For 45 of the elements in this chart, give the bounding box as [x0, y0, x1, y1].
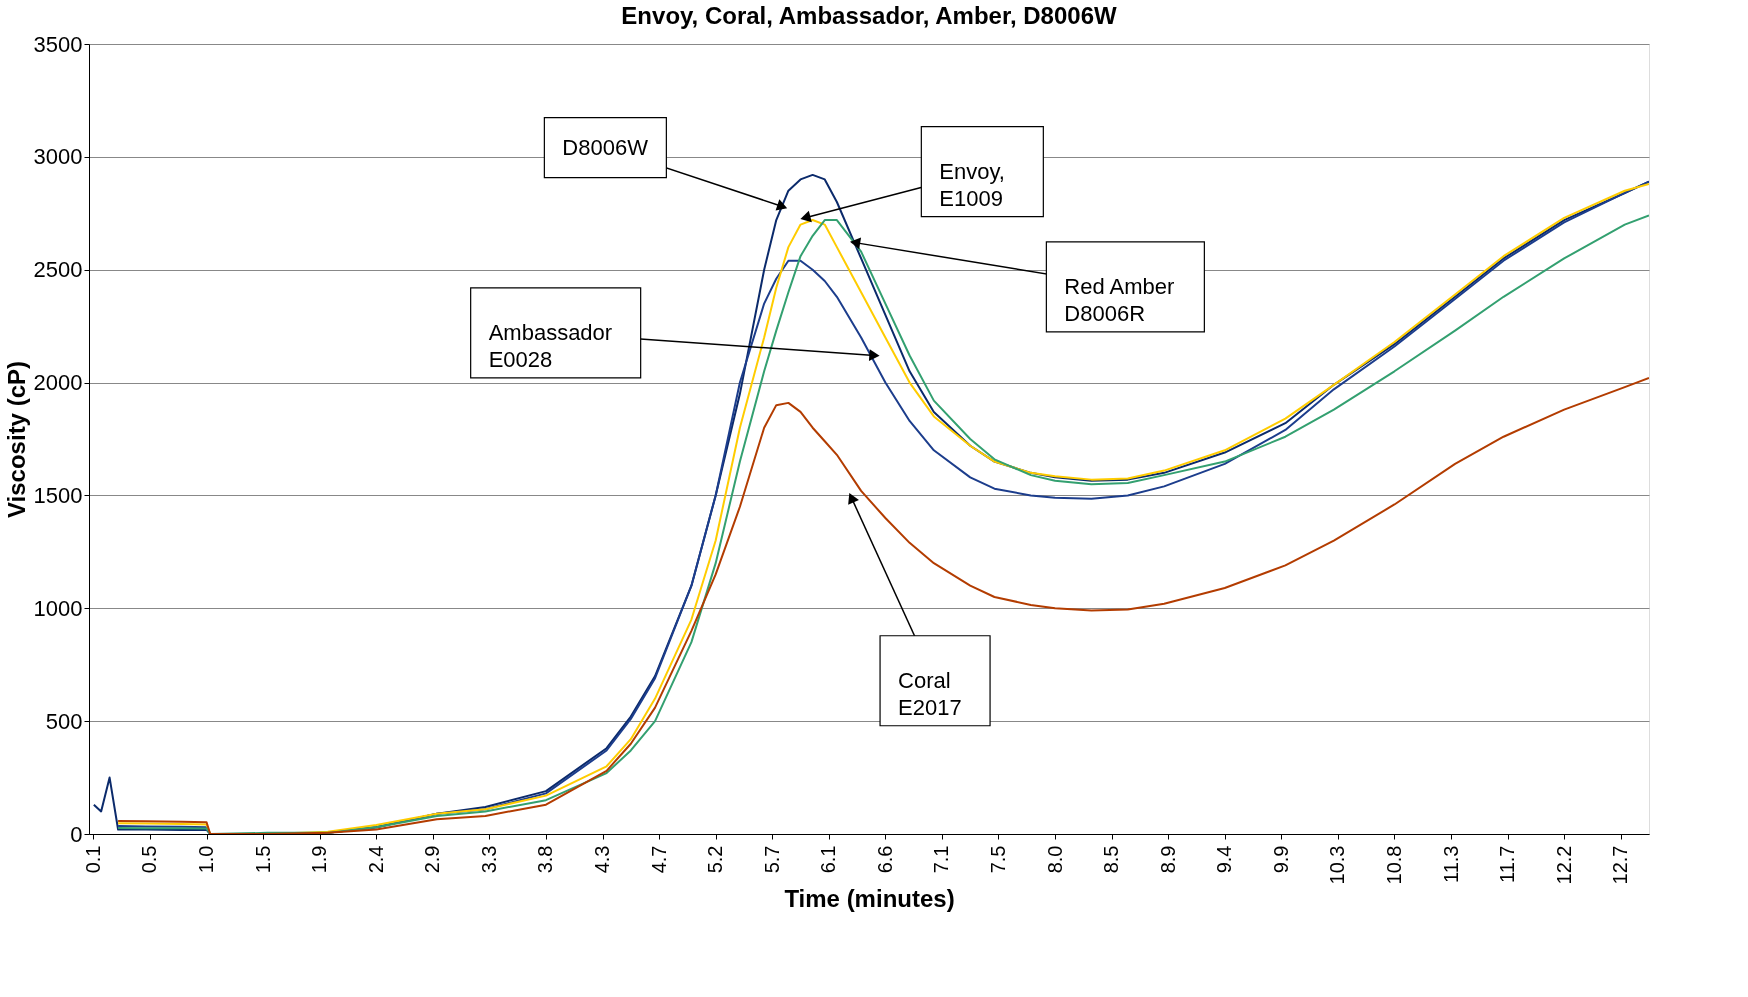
annotation: Coral E2017 — [898, 667, 962, 720]
y-axis-title: Viscosity (cP) — [2, 361, 30, 518]
x-tick-label: 11.7 — [1496, 845, 1519, 883]
y-tick-label: 1000 — [33, 595, 83, 621]
x-tick-label: 10.3 — [1326, 845, 1349, 885]
chart-title: Envoy, Coral, Ambassador, Amber, D8006W — [621, 2, 1117, 29]
x-tick-label: 8.0 — [1043, 845, 1066, 874]
x-tick-label: 0.1 — [81, 845, 104, 874]
annotation: D8006W — [562, 134, 649, 160]
x-tick-label: 1.9 — [308, 845, 331, 874]
x-tick-label: 6.6 — [873, 845, 896, 874]
annotation: Ambassador E0028 — [488, 319, 613, 372]
x-tick-label: 12.2 — [1552, 845, 1575, 885]
x-tick-label: 6.1 — [817, 845, 840, 874]
x-tick-label: 1.5 — [251, 845, 274, 874]
x-tick-label: 5.7 — [760, 845, 783, 874]
x-tick-label: 8.9 — [1156, 845, 1179, 874]
x-tick-label: 2.4 — [364, 845, 387, 874]
x-tick-label: 11.3 — [1439, 845, 1462, 883]
x-tick-label: 3.3 — [477, 845, 500, 874]
y-tick-label: 2500 — [33, 257, 83, 283]
x-tick-label: 4.7 — [647, 845, 670, 874]
x-tick-label: 7.1 — [930, 845, 953, 874]
x-tick-label: 3.8 — [534, 845, 557, 874]
x-tick-label: 5.2 — [704, 845, 727, 874]
x-tick-label: 9.4 — [1213, 845, 1236, 874]
annotation: Envoy, E1009 — [939, 158, 1005, 211]
y-tick-label: 3500 — [33, 31, 83, 57]
y-tick-label: 1500 — [33, 482, 83, 508]
x-tick-label: 9.9 — [1269, 845, 1292, 874]
x-tick-label: 10.8 — [1382, 845, 1405, 885]
x-tick-label: 12.7 — [1609, 845, 1632, 885]
y-tick-label: 500 — [45, 708, 83, 734]
x-tick-label: 1.0 — [195, 845, 218, 874]
x-tick-label: 7.5 — [986, 845, 1009, 874]
y-tick-label: 3000 — [33, 144, 83, 170]
x-tick-label: 0.5 — [138, 845, 161, 874]
y-tick-label: 0 — [70, 821, 83, 847]
x-tick-label: 2.9 — [421, 845, 444, 874]
x-tick-label: 4.3 — [591, 845, 614, 874]
x-tick-label: 8.5 — [1100, 845, 1123, 874]
line-series — [117, 377, 1649, 834]
annotation: Red Amber D8006R — [1064, 273, 1175, 326]
y-tick-label: 2000 — [33, 370, 83, 396]
x-axis-title: Time (minutes) — [784, 885, 955, 913]
